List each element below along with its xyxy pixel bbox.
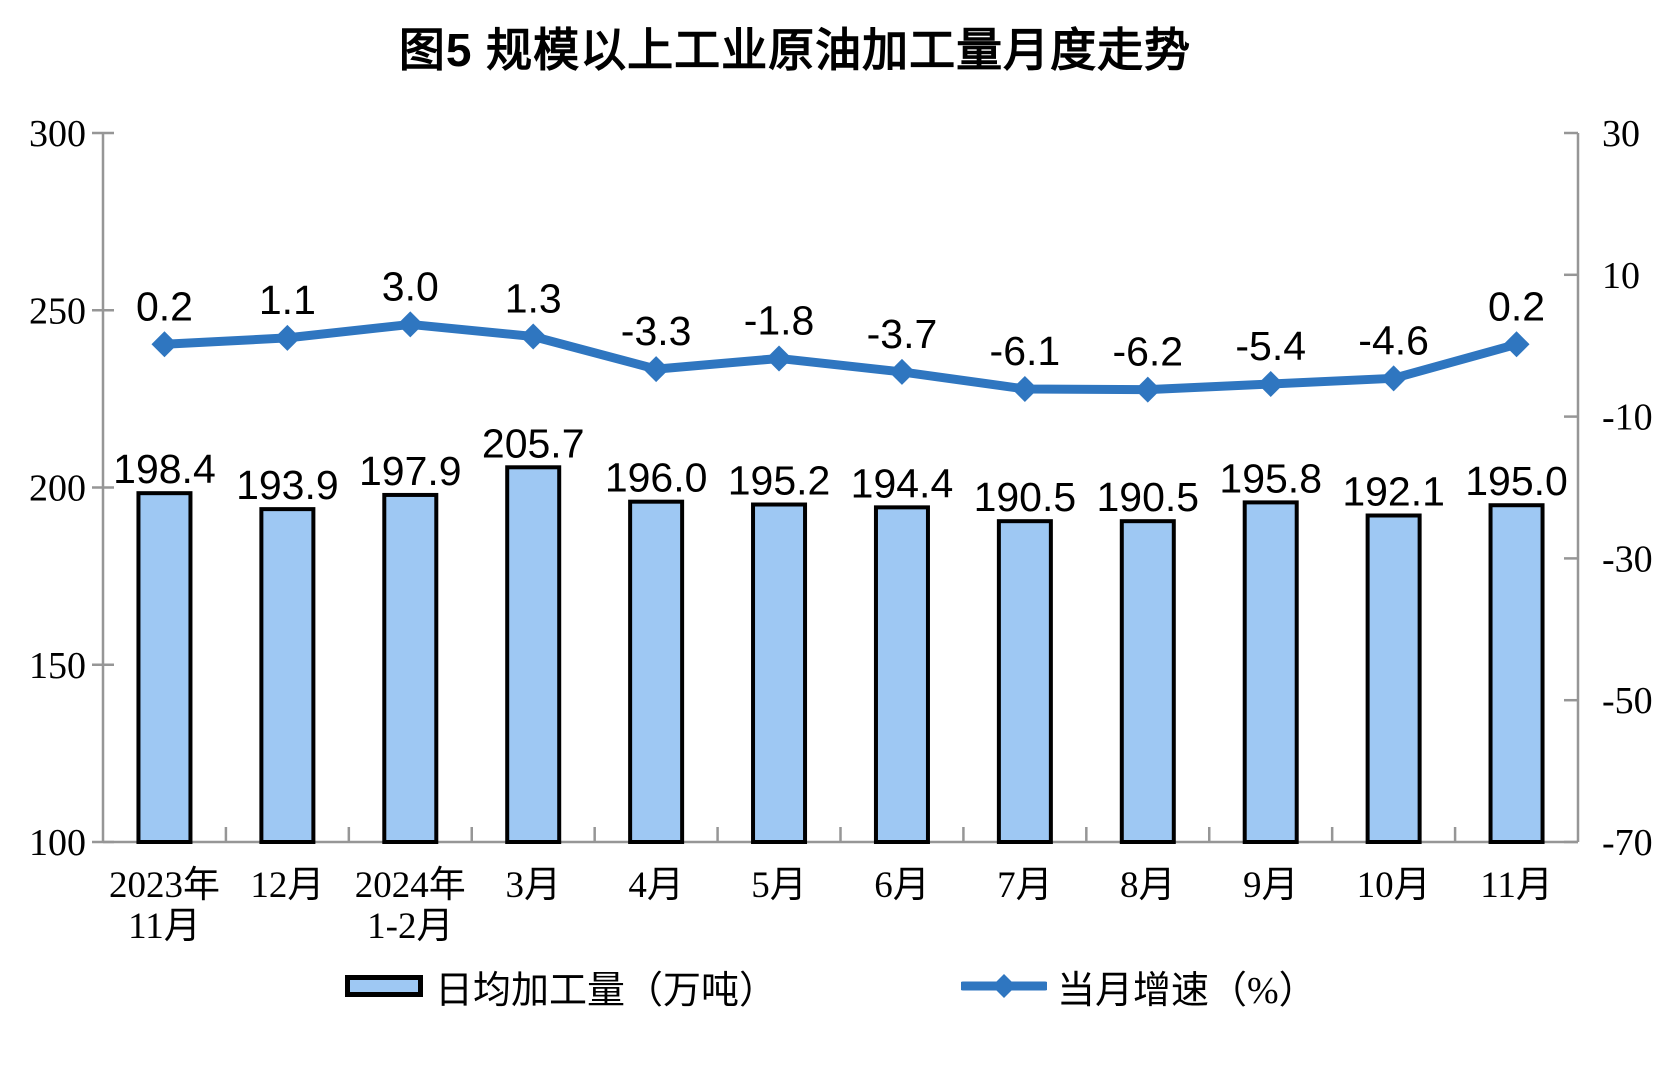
- category-label: 2023年: [109, 864, 220, 906]
- right-axis-tick-label: -70: [1602, 822, 1653, 864]
- line-marker-diamond: [274, 324, 301, 351]
- category-label: 12月: [250, 865, 324, 906]
- legend-item-bar: 日均加工量（万吨）: [345, 966, 777, 1012]
- bar: [751, 502, 808, 844]
- left-axis-tick-label: 250: [29, 290, 86, 332]
- right-axis-tick-label: 10: [1602, 255, 1640, 297]
- category-label: 9月: [1243, 865, 1299, 906]
- line-value-label: 1.3: [505, 275, 562, 321]
- bar-value-label: 190.5: [1096, 474, 1199, 520]
- line-marker-diamond: [643, 356, 670, 383]
- bar: [382, 492, 439, 844]
- line-value-label: -3.3: [621, 308, 692, 354]
- line-marker-diamond: [1134, 376, 1161, 403]
- left-axis-tick-label: 200: [29, 468, 86, 510]
- line-marker-diamond: [1380, 365, 1407, 392]
- line-value-label: 0.2: [136, 283, 193, 329]
- line-value-label: -6.1: [990, 328, 1061, 374]
- category-label: 11月: [1480, 865, 1553, 906]
- right-axis-tick-label: 30: [1602, 113, 1640, 155]
- chart-title: 图5 规模以上工业原油加工量月度走势: [398, 24, 1192, 76]
- bar-value-label: 194.4: [851, 460, 954, 506]
- bar-value-label: 197.9: [359, 448, 462, 494]
- bar: [1242, 500, 1299, 844]
- line-marker-diamond: [1503, 331, 1530, 358]
- bar: [873, 505, 930, 844]
- category-label: 8月: [1120, 865, 1176, 906]
- category-label: 10月: [1357, 865, 1431, 906]
- bar: [259, 507, 316, 844]
- bar-value-label: 198.4: [113, 446, 216, 492]
- line-value-labels: 0.2 1.1 3.0 1.3 -3.3 -1.8 -3.7 -6.1 -6.2 -5.4 -4.6…: [136, 263, 1545, 374]
- left-axis-tick-label: 300: [29, 113, 86, 155]
- line-marker-diamond: [1011, 375, 1038, 402]
- category-label: 3月: [505, 865, 561, 906]
- line-value-label: -6.2: [1112, 329, 1183, 375]
- bar-value-labels: 198.4 193.9 197.9 205.7 196.0 195.2 194.4 190.5…: [113, 420, 1568, 520]
- bar-value-label: 192.1: [1342, 469, 1445, 515]
- growth-line: [164, 319, 1518, 395]
- bar-value-label: 205.7: [482, 420, 585, 466]
- category-label: 2024年: [355, 864, 466, 906]
- category-label: 11月: [128, 906, 201, 947]
- bar: [1365, 513, 1422, 844]
- bar-series-swatch-icon: [345, 975, 423, 997]
- line-value-label: 1.1: [259, 277, 316, 323]
- line-value-label: -4.6: [1358, 317, 1429, 363]
- left-axis-ticks: 300 250 200 150 100: [29, 113, 114, 864]
- line-marker-diamond: [397, 311, 424, 338]
- left-axis-tick-label: 100: [29, 822, 86, 864]
- growth-line-series: [151, 311, 1530, 403]
- left-axis-tick-label: 150: [29, 645, 86, 687]
- right-axis-tick-label: -50: [1602, 680, 1653, 722]
- line-marker-diamond: [766, 345, 793, 372]
- bar: [136, 491, 193, 844]
- legend-bar-label: 日均加工量（万吨）: [435, 969, 778, 1012]
- right-axis-tick-label: -30: [1602, 538, 1653, 580]
- category-label: 1-2月: [367, 906, 453, 947]
- line-value-label: 3.0: [382, 263, 439, 309]
- right-axis-tick-label: -10: [1602, 397, 1653, 439]
- line-marker-diamond: [1257, 370, 1284, 397]
- bar: [1119, 519, 1176, 844]
- bar: [628, 499, 685, 844]
- line-value-label: -5.4: [1235, 323, 1306, 369]
- bar-value-label: 196.0: [605, 455, 708, 501]
- bar-value-label: 190.5: [974, 474, 1077, 520]
- bar-value-label: 193.9: [236, 462, 339, 508]
- category-label: 6月: [874, 865, 930, 906]
- x-axis-ticks: [224, 827, 1457, 842]
- line-marker-diamond: [888, 358, 915, 385]
- bar-series: [136, 465, 1545, 844]
- line-marker-diamond: [520, 323, 547, 350]
- legend-item-line: 当月增速（%）: [961, 966, 1317, 1012]
- category-label: 7月: [997, 865, 1053, 906]
- line-marker-diamond: [151, 331, 178, 358]
- bar: [1488, 503, 1545, 844]
- category-label: 4月: [628, 865, 684, 906]
- line-series-swatch-icon: [961, 974, 1047, 998]
- bar: [996, 519, 1053, 844]
- bar-value-label: 195.8: [1219, 455, 1322, 501]
- line-value-label: -3.7: [867, 311, 938, 357]
- legend-line-label: 当月增速（%）: [1057, 969, 1317, 1012]
- bar-value-label: 195.0: [1465, 458, 1568, 504]
- bar-value-label: 195.2: [728, 458, 831, 504]
- line-value-label: 0.2: [1488, 283, 1545, 329]
- line-value-label: -1.8: [744, 297, 815, 343]
- right-axis-ticks: 30 10 -10 -30 -50 -70: [1564, 113, 1653, 864]
- bar: [505, 465, 562, 844]
- category-label: 5月: [751, 865, 807, 906]
